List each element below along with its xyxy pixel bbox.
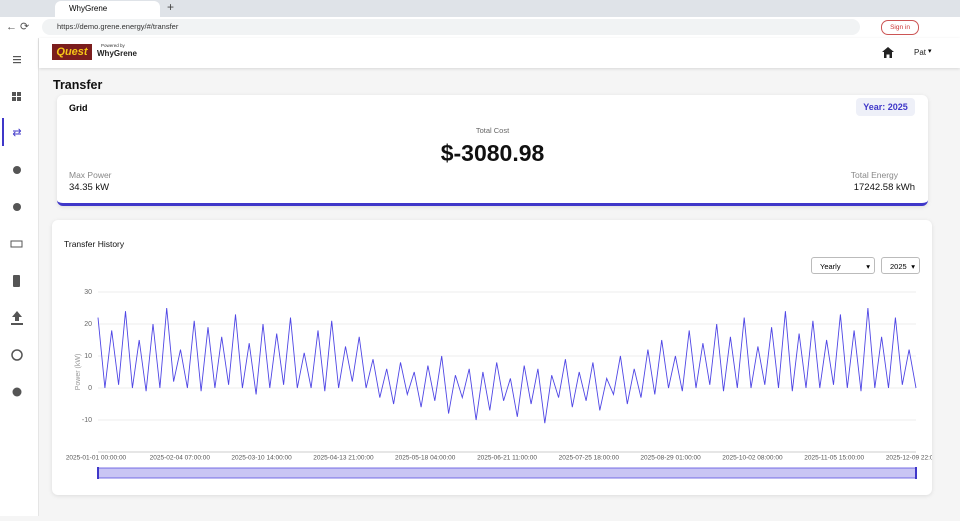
logo-quest: Quest (52, 44, 92, 60)
address-bar-row: ← ⟳ https://demo.grene.energy/#/transfer… (0, 17, 960, 39)
menu[interactable] (13, 56, 21, 64)
x-tick-label: 2025-03-10 14:00:00 (231, 455, 292, 462)
user-caret[interactable]: ▾ (928, 48, 932, 55)
device[interactable] (13, 275, 20, 287)
home[interactable] (882, 47, 894, 58)
sidebar: ⇄ (0, 38, 39, 516)
app-header: Quest Powered by WhyGrene Pat ▾ (39, 38, 960, 68)
series-line (97, 307, 917, 424)
slider-handle-left (97, 467, 99, 479)
y-tick-label: 0 (88, 385, 92, 392)
total-cost-label: Total Cost (475, 126, 510, 135)
history-title: Transfer History (64, 239, 125, 249)
url[interactable]: https://demo.grene.energy/#/transfer (42, 19, 860, 35)
grid-card: Grid Year: 2025 Total Cost $-3080.98 Max… (57, 95, 928, 206)
logo-powered: Powered by (101, 43, 125, 48)
upload[interactable] (11, 311, 23, 325)
max-power-label: Max Power (69, 170, 112, 180)
battery[interactable] (10, 240, 23, 248)
total-energy-label: Total Energy (850, 170, 898, 180)
sign-in[interactable]: Sign in (881, 20, 919, 35)
user[interactable]: Pat (914, 48, 927, 57)
tab[interactable]: WhyGrene (55, 1, 160, 17)
year-value: 2025 (890, 262, 907, 271)
sidebar-icons: ⇄ (2, 56, 23, 397)
bulb[interactable] (13, 203, 21, 211)
period-value: Yearly (820, 262, 841, 271)
x-tick-label: 2025-08-29 01:00:00 (640, 455, 701, 462)
history[interactable] (11, 349, 23, 361)
total-energy: 17242.58 kWh (853, 182, 915, 193)
chart: -10 0 10 20 30 Power (kW) 2025-01-01 00:00:00 2… (66, 289, 932, 479)
x-tick-label: 2025-01-01 00:00:00 (66, 455, 127, 462)
y-tick-label: -10 (82, 417, 92, 424)
x-tick-label: 2025-12-09 22:00:00 (886, 455, 932, 462)
nav-buttons[interactable]: ← ⟳ (6, 21, 30, 33)
zoom-slider[interactable] (97, 467, 917, 479)
y-tick-label: 20 (84, 321, 92, 328)
period-select[interactable]: Yearly ▾ (811, 257, 875, 274)
dashboard[interactable] (12, 92, 21, 101)
slider-handle-right (915, 467, 917, 479)
settings-solar[interactable] (13, 166, 21, 174)
x-tick-label: 2025-07-25 18:00:00 (559, 455, 620, 462)
max-power: 34.35 kW (69, 182, 110, 193)
x-tick-label: 2025-06-21 11:00:00 (477, 455, 537, 462)
y-tick-label: 10 (84, 353, 92, 360)
year-select[interactable]: 2025 ▾ (881, 257, 920, 274)
grid-label: Grid (69, 103, 88, 113)
y-tick-label: 30 (84, 289, 92, 296)
x-tick-label: 2025-05-18 04:00:00 (395, 455, 456, 462)
year-badge: Year: 2025 (856, 98, 915, 116)
x-tick-label: 2025-04-13 21:00:00 (313, 455, 374, 462)
total-cost: $-3080.98 (440, 140, 545, 166)
tab-bar: WhyGrene + (0, 0, 960, 17)
history-card: Transfer History Yearly ▾ 2025 ▾ -10 0 10 20 3… (52, 220, 932, 495)
transfer-icon[interactable]: ⇄ (12, 127, 21, 139)
x-tick-label: 2025-02-04 07:00:00 (150, 455, 211, 462)
logo-brand: WhyGrene (97, 49, 138, 58)
new-tab[interactable]: + (167, 0, 175, 14)
settings[interactable] (12, 387, 22, 397)
x-tick-label: 2025-11-05 15:00:00 (804, 455, 864, 462)
x-tick-label: 2025-10-02 08:00:00 (722, 455, 783, 462)
active-indicator (2, 118, 4, 146)
page-title: Transfer (53, 78, 103, 92)
y-axis-label: Power (kW) (75, 354, 82, 391)
